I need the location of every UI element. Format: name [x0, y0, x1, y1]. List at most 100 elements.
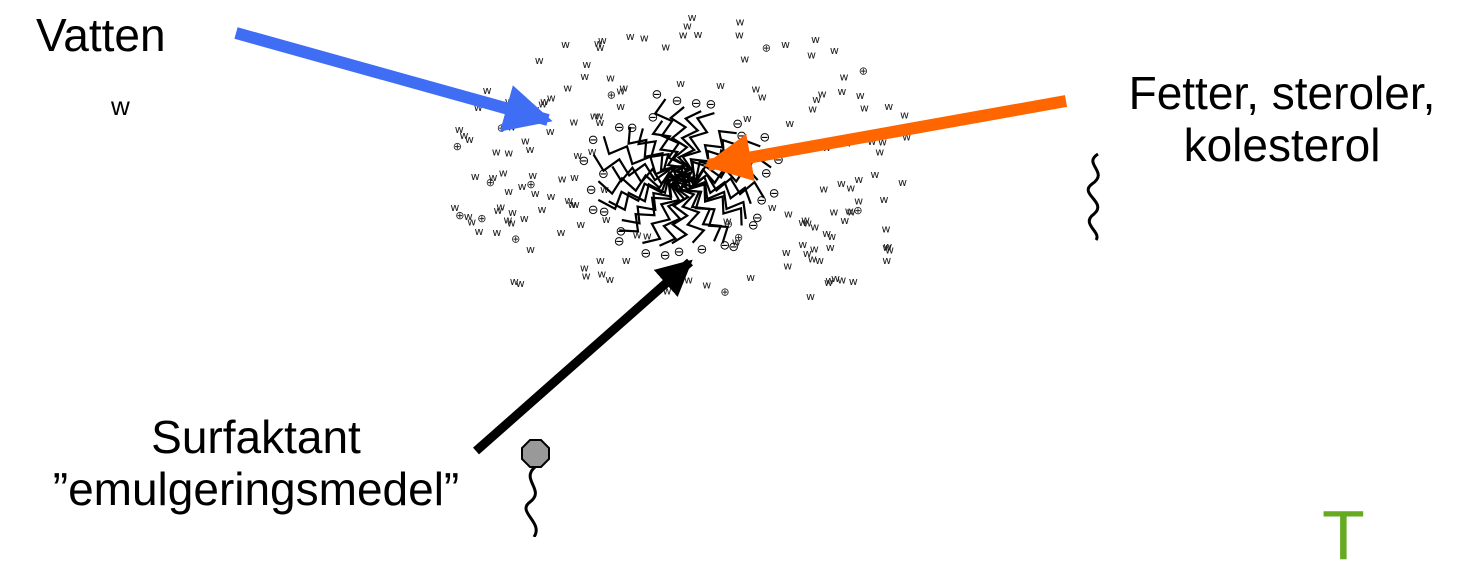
water-molecule: w [643, 230, 652, 243]
surfactant-head: ⊖ [586, 183, 597, 198]
surfactant-head: ⊖ [640, 247, 651, 262]
surfactant-tail [621, 178, 691, 225]
water-molecule: w [825, 274, 834, 287]
water-molecule: ⊕ [762, 42, 771, 55]
water-molecule: w [605, 273, 614, 286]
water-molecule: ⊕ [511, 233, 520, 246]
water-molecule: ⊕ [497, 121, 506, 134]
water-molecule: w [819, 182, 828, 195]
surfactant-tail [673, 110, 702, 179]
surfactant-tail [680, 112, 715, 183]
water-molecule: w [460, 129, 469, 142]
water-molecule: w [900, 108, 909, 121]
fat-chain-icon [1086, 152, 1100, 241]
water-molecule: w [732, 236, 741, 249]
surfactant-tail [670, 177, 691, 245]
water-molecule: w [882, 241, 891, 254]
fat-arrow [703, 95, 1068, 182]
water-molecule: w [875, 145, 884, 158]
water-molecule: w [810, 220, 819, 233]
surfactant-head: ⊖ [614, 121, 625, 136]
surfactant-head: ⊖ [599, 205, 610, 220]
surfactant-head-icon [521, 439, 550, 468]
water-molecule: w [507, 217, 516, 230]
water-molecule: w [830, 44, 839, 57]
water-molecule: w [702, 278, 711, 291]
water-molecule: w [782, 246, 791, 259]
fat-label: Fetter, steroler, kolesterol [1096, 70, 1461, 168]
water-molecule: w [571, 198, 580, 211]
water-molecule: w [596, 254, 605, 267]
water-molecule: w [546, 125, 555, 138]
water-molecule: w [520, 212, 529, 225]
water-molecule: w [455, 123, 464, 136]
water-molecule: w [568, 198, 577, 211]
water-molecule: w [822, 227, 831, 240]
water-molecule: w [803, 247, 812, 260]
surfactant-head: ⊖ [759, 131, 770, 146]
water-molecule: w [837, 177, 846, 190]
surfactant-head: ⊖ [648, 110, 659, 125]
water-molecule: w [885, 244, 894, 257]
water-molecule: w [884, 100, 893, 113]
water-molecule: w [557, 226, 566, 239]
water-molecule: w [837, 274, 846, 287]
water-molecule: w [808, 252, 817, 265]
surfactant-head: ⊖ [691, 97, 702, 112]
surfactant-tail [659, 183, 687, 247]
water-molecule: w [736, 16, 745, 29]
water-molecule: w [798, 238, 807, 251]
water-molecule: w [640, 32, 649, 45]
water-molecule: w [683, 19, 692, 32]
surfactant-head: ⊖ [706, 98, 717, 113]
water-molecule: w [464, 210, 473, 223]
water-molecule: w [602, 213, 611, 226]
water-molecule: w [503, 213, 512, 226]
surfactant-tail [651, 120, 686, 173]
water-molecule: w [558, 173, 567, 186]
surfactant-head: ⊖ [652, 88, 663, 103]
water-molecule: w [582, 270, 591, 283]
water-molecule: w [818, 88, 827, 101]
water-molecule: w [781, 38, 790, 51]
water-molecule: w [746, 271, 755, 284]
surfactant-label-line-2: ”emulgeringsmedel” [52, 463, 460, 515]
micelle-diagram: ⊕wwwwwwwwwwww⊕wwwwwwwwwww⊕wwwwwwwwwwww⊕w… [6, 11, 1461, 570]
water-molecule: w [807, 48, 816, 61]
surfactant-head: ⊖ [674, 245, 685, 260]
surfactant-label: Surfaktant ”emulgeringsmedel” [6, 414, 506, 512]
water-molecule: w [504, 185, 513, 198]
surfactant-head: ⊖ [598, 167, 609, 182]
water-molecule: w [837, 85, 846, 98]
water-molecule: w [499, 166, 508, 179]
water-molecule: w [606, 71, 615, 84]
water-molecule: w [590, 109, 599, 122]
water-molecule: w [882, 222, 891, 235]
water-molecule: w [569, 116, 578, 129]
surfactant-tail-icon [524, 465, 538, 538]
water-molecule: w [547, 190, 556, 203]
water-molecule: ⊕ [455, 209, 464, 222]
water-molecule: w [595, 116, 604, 129]
surfactant-arrow [473, 258, 693, 455]
water-arrow [234, 27, 553, 132]
water-molecule: w [740, 53, 749, 66]
water-molecule: w [829, 205, 838, 218]
water-molecule: w [580, 70, 589, 83]
water-molecule: w [856, 89, 865, 102]
surfactant-head: ⊖ [672, 94, 683, 109]
water-molecule: w [504, 146, 513, 159]
water-molecule: w [878, 135, 887, 148]
corner-logo-fragment: T [1322, 496, 1365, 574]
water-molecule: w [784, 208, 793, 221]
water-molecule: w [531, 187, 540, 200]
surfactant-head: ⊖ [697, 242, 708, 257]
water-molecule: ⊕ [859, 65, 868, 78]
water-molecule: w [758, 90, 767, 103]
water-molecule: w [768, 201, 777, 214]
water-molecule: w [854, 194, 863, 207]
water-molecule: w [489, 171, 498, 184]
surfactant-head: ⊖ [752, 211, 763, 226]
water-molecule: w [798, 216, 807, 229]
water-molecule: w [661, 40, 670, 53]
